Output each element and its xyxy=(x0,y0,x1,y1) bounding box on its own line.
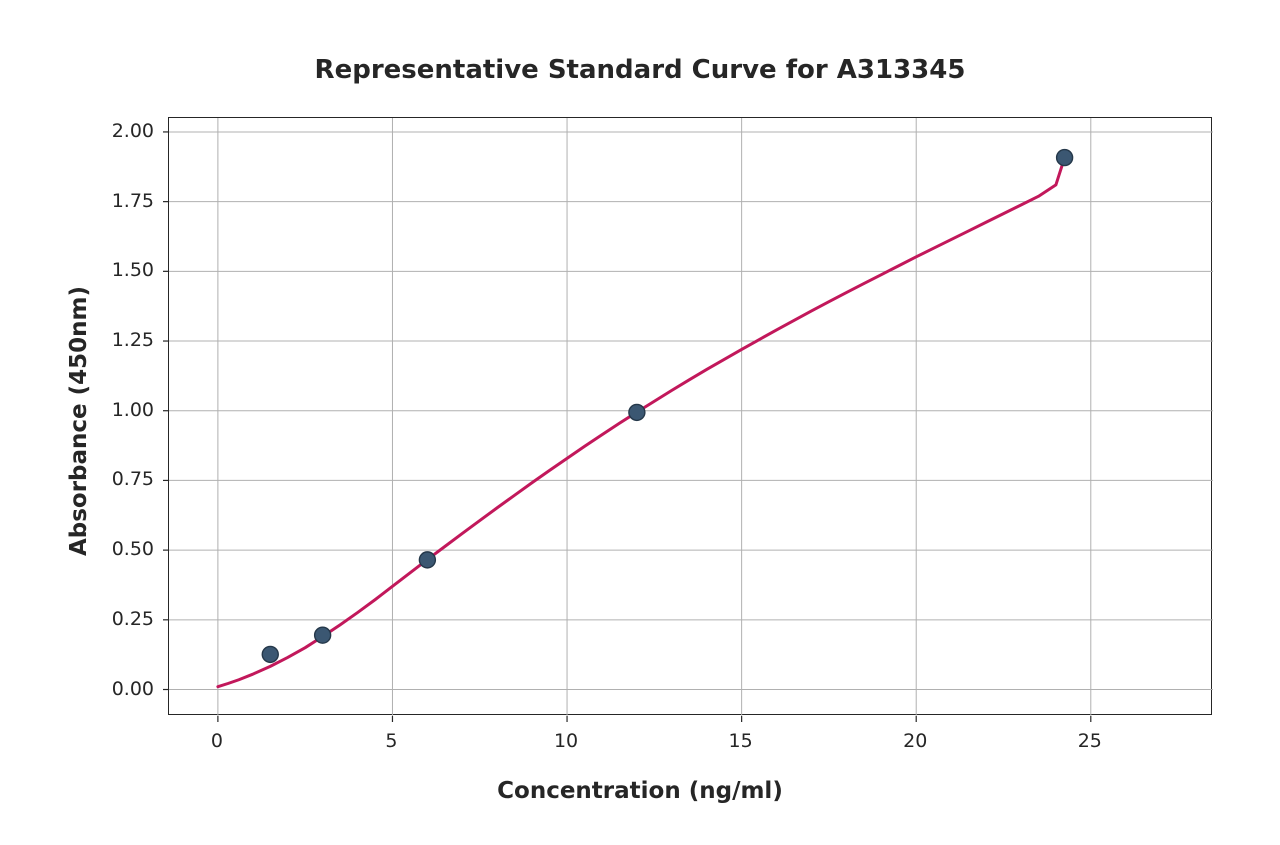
x-tick-label: 20 xyxy=(903,730,927,752)
plot-svg xyxy=(169,118,1213,716)
y-tick-label: 0.75 xyxy=(112,468,154,490)
plot-area xyxy=(168,117,1212,715)
x-tick-label: 25 xyxy=(1078,730,1102,752)
data-point-marker xyxy=(629,404,645,420)
data-point-marker xyxy=(315,627,331,643)
x-tick-label: 15 xyxy=(729,730,753,752)
y-tick-label: 0.00 xyxy=(112,678,154,700)
x-tick-label: 10 xyxy=(554,730,578,752)
data-point-marker xyxy=(262,646,278,662)
y-tick-label: 2.00 xyxy=(112,120,154,142)
y-tick-label: 0.50 xyxy=(112,538,154,560)
data-point-marker xyxy=(419,552,435,568)
chart-title: Representative Standard Curve for A31334… xyxy=(0,55,1280,85)
y-axis-label: Absorbance (450nm) xyxy=(66,122,92,720)
y-tick-label: 1.00 xyxy=(112,399,154,421)
y-tick-label: 1.50 xyxy=(112,259,154,281)
data-point-marker xyxy=(1057,150,1073,166)
x-tick-label: 0 xyxy=(211,730,223,752)
figure: Representative Standard Curve for A31334… xyxy=(0,0,1280,845)
x-tick-label: 5 xyxy=(385,730,397,752)
y-tick-label: 1.25 xyxy=(112,329,154,351)
fit-curve xyxy=(218,158,1065,687)
y-tick-label: 1.75 xyxy=(112,190,154,212)
y-tick-label: 0.25 xyxy=(112,608,154,630)
x-axis-label: Concentration (ng/ml) xyxy=(0,778,1280,804)
